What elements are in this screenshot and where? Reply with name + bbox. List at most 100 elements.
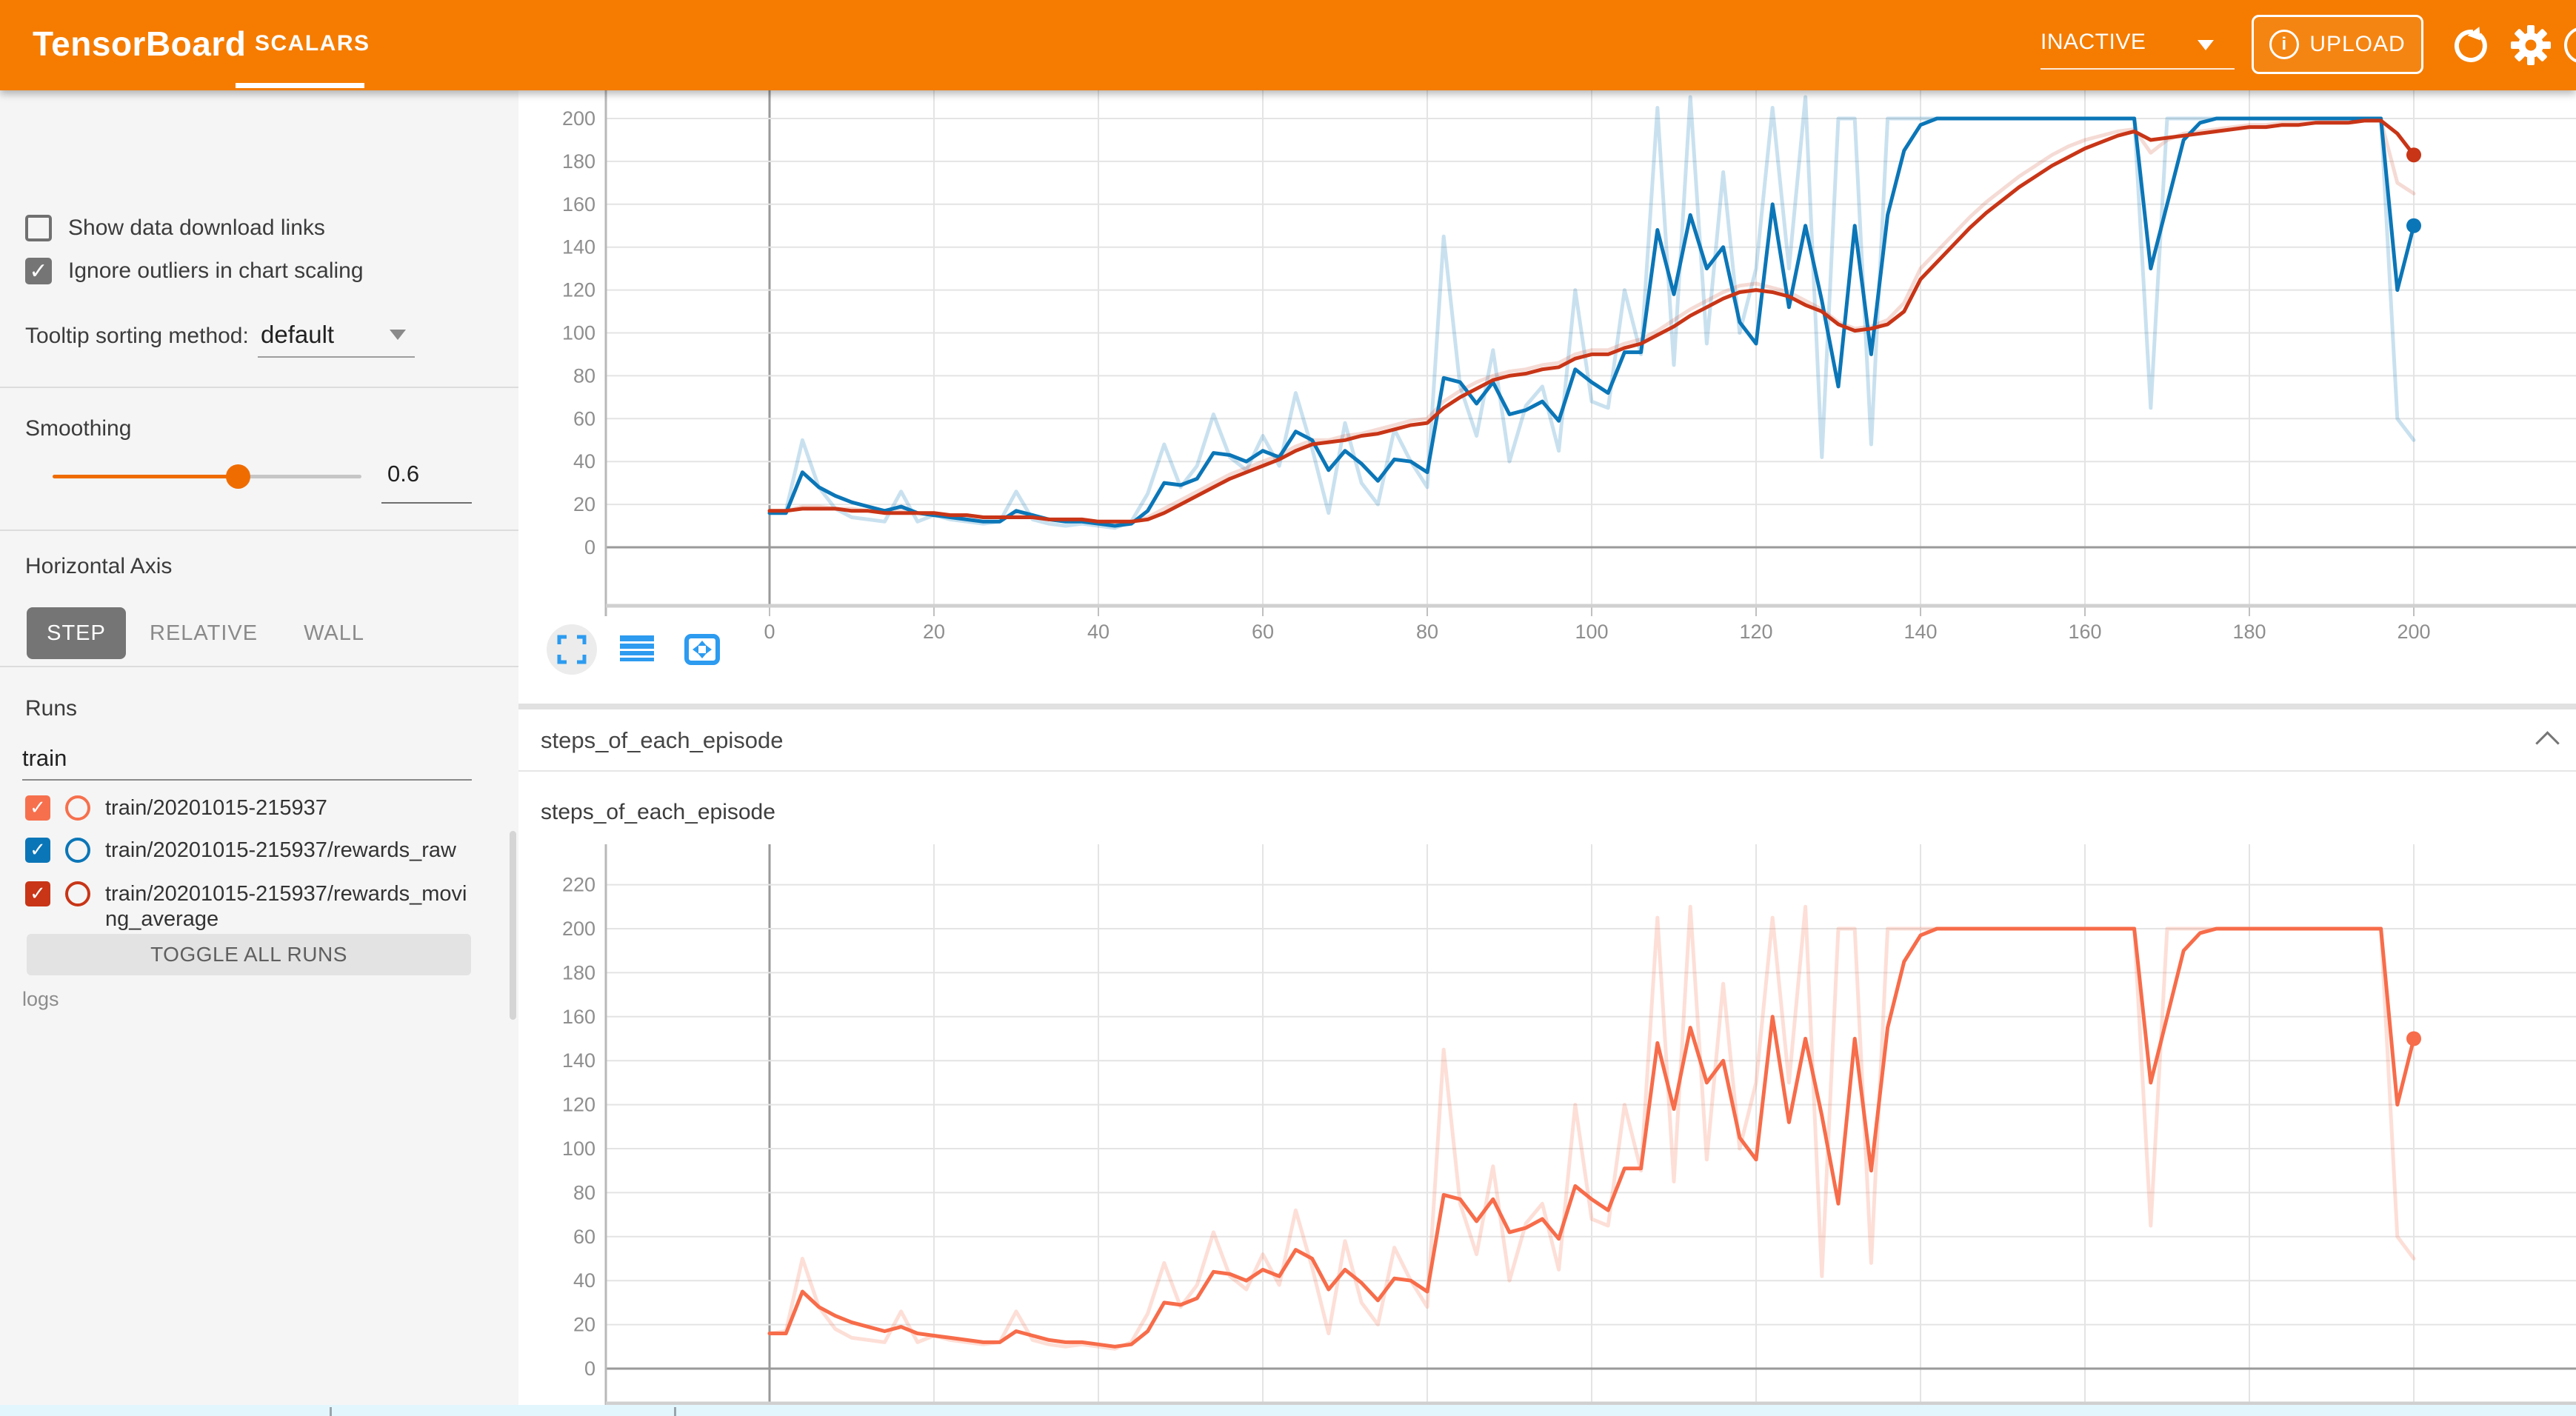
toggle-all-runs-button[interactable]: TOGGLE ALL RUNS [27,934,471,975]
svg-text:100: 100 [562,1138,595,1160]
smoothing-value-input[interactable]: 0.6 [387,461,420,487]
run-checkbox[interactable]: ✓ [25,881,50,906]
smoothing-slider[interactable] [53,464,361,489]
svg-text:80: 80 [1416,621,1438,643]
refresh-icon[interactable] [2450,25,2492,67]
section-title: steps_of_each_episode [541,727,784,753]
svg-text:160: 160 [562,1006,595,1028]
svg-text:140: 140 [1903,621,1937,643]
fullscreen-icon[interactable] [547,624,597,675]
divider [0,666,518,667]
checkbox-checked[interactable]: ✓ [25,258,52,284]
run-checkbox[interactable]: ✓ [25,838,50,863]
run-row[interactable]: ✓ train/20201015-215937/rewards_moving_a… [25,881,476,932]
svg-text:60: 60 [1252,621,1274,643]
horizontal-axis-button-group: STEP RELATIVE WALL [27,607,364,659]
tooltip-sorting-select[interactable]: default [261,321,335,348]
svg-text:20: 20 [573,493,595,515]
fit-domain-icon[interactable] [677,624,727,675]
tooltip-sorting-row: Tooltip sorting method: default [25,321,415,358]
chevron-down-icon [2198,40,2214,50]
run-color-circle[interactable] [65,838,90,863]
svg-text:40: 40 [573,1269,595,1292]
checkbox-row-ignore-outliers[interactable]: ✓ Ignore outliers in chart scaling [25,258,364,284]
axis-button-step[interactable]: STEP [27,607,126,659]
smoothing-slider-knob[interactable] [226,464,251,489]
svg-text:200: 200 [562,918,595,940]
svg-text:40: 40 [573,450,595,472]
svg-text:80: 80 [573,1181,595,1203]
rewards-chart[interactable]: 0 20 40 60 80 100 120 140 160 180 200 0 20 40 60 80 100 1… [518,90,2576,704]
log-scale-icon[interactable] [612,624,662,675]
app-title: TensorBoard [33,24,247,63]
svg-text:180: 180 [562,961,595,983]
input-underline [381,502,472,504]
svg-text:120: 120 [562,1094,595,1116]
run-row[interactable]: ✓ train/20201015-215937 [25,795,327,821]
svg-text:140: 140 [562,236,595,258]
svg-text:160: 160 [562,193,595,216]
svg-text:160: 160 [2068,621,2101,643]
tab-active-underline [236,83,364,88]
chevron-down-icon [390,330,406,340]
axis-button-wall[interactable]: WALL [304,621,364,645]
svg-text:60: 60 [573,407,595,430]
svg-text:80: 80 [573,364,595,387]
gear-icon[interactable] [2509,24,2552,67]
svg-text:20: 20 [573,1314,595,1336]
app-header: TensorBoard SCALARS INACTIVE i UPLOAD [0,0,2576,90]
run-color-circle[interactable] [65,795,90,821]
horizontal-axis-label: Horizontal Axis [25,554,173,578]
section-header-steps[interactable]: steps_of_each_episode [518,709,2576,772]
run-row[interactable]: ✓ train/20201015-215937/rewards_raw [25,838,456,863]
smoothing-label: Smoothing [25,416,132,441]
chevron-up-icon[interactable] [2535,731,2560,755]
run-filter-input[interactable]: train [22,745,67,771]
run-label: train/20201015-215937 [105,796,327,820]
svg-text:120: 120 [1739,621,1772,643]
checkbox-label: Show data download links [68,216,325,240]
checkbox-row-download-links[interactable]: Show data download links [25,215,325,241]
tooltip-sorting-label: Tooltip sorting method: [25,324,249,348]
sidebar: Show data download links ✓ Ignore outlie… [0,90,518,1416]
svg-text:120: 120 [562,279,595,301]
run-checkbox[interactable]: ✓ [25,795,50,821]
checkbox-unchecked[interactable] [25,215,52,241]
runs-label: Runs [25,696,78,721]
svg-text:100: 100 [562,322,595,344]
svg-text:180: 180 [2232,621,2266,643]
checkbox-label: Ignore outliers in chart scaling [68,258,364,283]
axis-button-relative[interactable]: RELATIVE [150,621,258,645]
card-gap [518,704,2576,709]
svg-text:0: 0 [584,536,595,558]
input-underline [22,779,472,781]
strip-tick [674,1407,676,1416]
run-label: train/20201015-215937/rewards_raw [105,838,456,862]
chart-toolbar [547,624,727,675]
select-underline [258,356,415,358]
svg-text:60: 60 [573,1226,595,1248]
help-icon[interactable] [2564,27,2576,64]
run-color-circle[interactable] [65,881,90,906]
run-label: train/20201015-215937/rewards_moving_ave… [105,882,467,931]
svg-text:200: 200 [2397,621,2430,643]
status-dropdown[interactable]: INACTIVE [2041,30,2235,70]
svg-text:140: 140 [562,1049,595,1072]
status-dropdown-value: INACTIVE [2041,30,2146,54]
tab-scalars[interactable]: SCALARS [255,31,370,56]
divider [0,530,518,531]
upload-button-label: UPLOAD [2309,32,2406,56]
svg-text:180: 180 [562,150,595,173]
sidebar-scrollbar[interactable] [510,831,516,1020]
svg-text:20: 20 [923,621,945,643]
svg-text:40: 40 [1087,621,1110,643]
steps-chart[interactable]: 0 20 40 60 80 100 120 140 160 180 200 220 [518,772,2576,1416]
info-icon: i [2269,30,2300,59]
status-dropdown-underline [2041,68,2235,70]
divider [0,387,518,388]
upload-button[interactable]: i UPLOAD [2252,15,2423,74]
svg-text:0: 0 [584,1357,595,1380]
steps-chart-title: steps_of_each_episode [541,800,775,824]
svg-text:220: 220 [562,874,595,896]
svg-text:100: 100 [1575,621,1608,643]
